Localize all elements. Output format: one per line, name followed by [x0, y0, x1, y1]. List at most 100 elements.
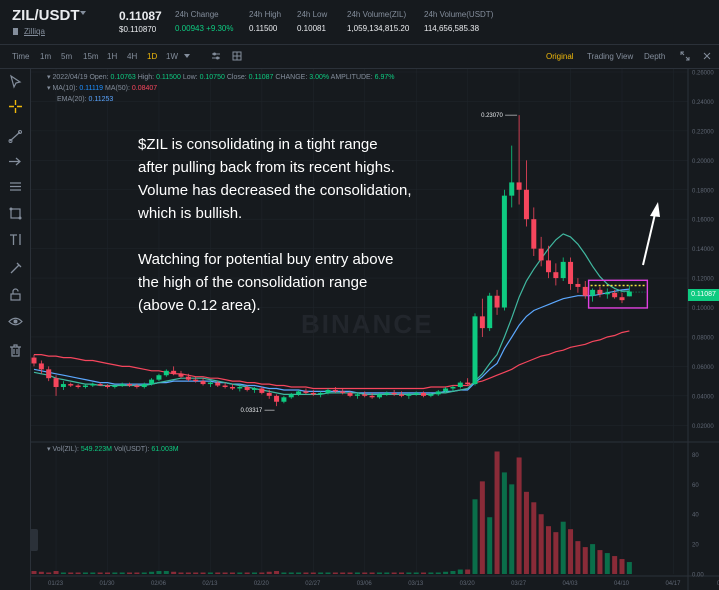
candle-body: [303, 391, 309, 393]
cursor-icon[interactable]: [8, 74, 23, 89]
interval-1m[interactable]: 1m: [40, 52, 52, 61]
pair-dropdown-icon[interactable]: [80, 11, 86, 15]
current-price-tag: 0.11087: [688, 289, 719, 301]
volume-bar: [53, 571, 59, 574]
volume-bar: [215, 572, 221, 574]
candle-body: [487, 295, 493, 329]
ema-label: EMA(20):: [57, 96, 87, 103]
volume-bar: [332, 572, 338, 574]
trendline-icon[interactable]: [8, 129, 23, 144]
interval-4h[interactable]: 4H: [127, 52, 138, 61]
pair-info-link[interactable]: Zilliqa: [13, 27, 45, 36]
candle-body: [274, 395, 280, 402]
y-tick-label: 0.02000: [692, 424, 714, 430]
ohlc-amplitude: 6.97%: [374, 74, 395, 81]
indicators-grid-icon[interactable]: [232, 51, 242, 61]
candle-body: [479, 316, 485, 329]
ma-collapse-icon[interactable]: ▾: [47, 85, 51, 92]
crosshair-icon[interactable]: [8, 99, 23, 114]
candle-body: [222, 385, 228, 388]
ohlc-low: 0.10750: [199, 74, 225, 81]
stat-24h-volume-usdt: 24h Volume(USDT) 114,656,585.38: [424, 10, 493, 33]
volume-bar: [163, 571, 169, 574]
stat-value: 0.10081: [297, 24, 326, 33]
candle-body: [193, 379, 199, 382]
candle-body: [494, 295, 500, 308]
stat-value: 0.11500: [249, 24, 278, 33]
candle-body: [237, 387, 243, 389]
project-link[interactable]: Zilliqa: [24, 27, 45, 36]
view-tradingview[interactable]: Trading View: [587, 52, 634, 61]
interval-1d[interactable]: 1D: [147, 52, 158, 61]
chart-area[interactable]: BINANCE 0.26000 0.24000 0.22000 0.20000 0.18…: [31, 69, 719, 590]
volume-readout: ▾ Vol(ZIL): 549.223M Vol(USDT): 61.003M: [47, 445, 179, 453]
volume-bar: [97, 572, 103, 574]
volume-bar: [237, 572, 243, 574]
arrow-icon[interactable]: [8, 154, 23, 169]
ma-readout: ▾ MA(10): 0.11119 MA(50): 0.08407: [47, 84, 157, 92]
volume-bar: [288, 572, 294, 574]
expand-icon[interactable]: [680, 51, 690, 61]
interval-time[interactable]: Time: [12, 52, 30, 61]
candle-body: [134, 385, 140, 388]
volume-bar: [222, 572, 228, 574]
candle-body: [325, 389, 331, 393]
vol-tick-label: 20: [692, 543, 699, 549]
interval-1h[interactable]: 1H: [107, 52, 118, 61]
candle-body: [46, 369, 52, 379]
volume-bar: [178, 572, 184, 574]
vol-zil-value: 549.223M: [80, 446, 113, 453]
interval-more-icon[interactable]: [184, 54, 190, 58]
volume-collapse-icon[interactable]: ▾: [47, 446, 51, 453]
lock-icon[interactable]: [8, 287, 23, 302]
ohlc-readout: ▾ 2022/04/19 Open: 0.10763 High: 0.11500…: [47, 73, 394, 81]
candle-body: [428, 394, 434, 396]
shapes-icon[interactable]: [8, 206, 23, 221]
interval-1w[interactable]: 1W: [166, 52, 178, 61]
vol-tick-label: 60: [692, 483, 699, 489]
candle-body: [531, 219, 537, 249]
volume-bar: [149, 571, 155, 574]
stat-label: 24h Volume(USDT): [424, 10, 494, 19]
volume-bar: [457, 569, 463, 574]
volume-bar: [252, 572, 257, 574]
ohlc-collapse-icon[interactable]: ▾: [47, 74, 51, 81]
more-options-icon[interactable]: [702, 51, 712, 61]
view-depth[interactable]: Depth: [644, 52, 666, 61]
volume-bar: [472, 499, 478, 574]
collapse-panel-handle[interactable]: [30, 529, 38, 551]
open-label: Open:: [89, 74, 109, 81]
text-icon[interactable]: [8, 232, 23, 247]
candle-body: [457, 382, 463, 388]
volume-bar: [303, 572, 309, 574]
view-original[interactable]: Original: [546, 52, 574, 61]
volume-bar: [560, 521, 566, 574]
candle-body: [296, 391, 302, 395]
volume-bar: [259, 572, 265, 574]
vol-tick-label: 80: [692, 453, 699, 459]
volume-bar: [127, 572, 133, 574]
brush-icon[interactable]: [8, 261, 23, 276]
pair-symbol[interactable]: ZIL/USDT: [12, 7, 80, 24]
candle-body: [523, 189, 529, 220]
eye-icon[interactable]: [8, 314, 23, 329]
volume-bar: [553, 532, 559, 574]
interval-5m[interactable]: 5m: [61, 52, 73, 61]
candle-body: [369, 395, 375, 398]
volume-bar: [362, 572, 368, 574]
candle-body: [450, 387, 456, 389]
ohlc-open: 0.10763: [110, 74, 136, 81]
candle-body: [163, 370, 169, 376]
volume-bar: [501, 472, 507, 574]
interval-15m[interactable]: 15m: [83, 52, 99, 61]
fib-icon[interactable]: [8, 179, 23, 194]
candle-body: [97, 384, 103, 386]
settings-sliders-icon[interactable]: [211, 51, 221, 61]
volume-bar: [244, 572, 250, 574]
x-tick-label: 02/20: [254, 581, 270, 587]
candle-body: [399, 394, 404, 396]
trash-icon[interactable]: [8, 343, 23, 358]
volume-bar: [112, 572, 118, 574]
volume-bar: [406, 572, 412, 574]
y-tick-label: 0.14000: [692, 247, 714, 253]
